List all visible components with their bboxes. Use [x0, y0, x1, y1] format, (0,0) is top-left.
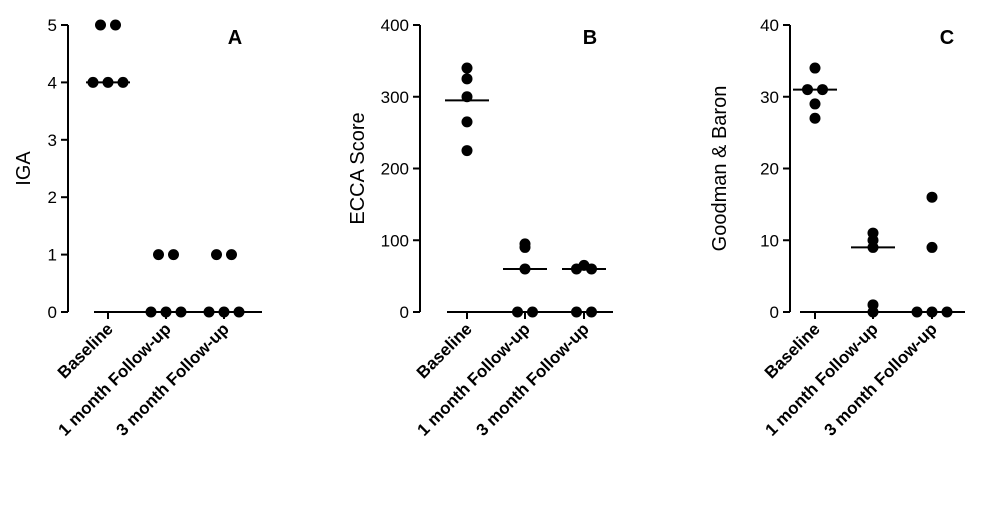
x-category-label: 3 month Follow-up — [473, 319, 593, 439]
y-tick-label: 20 — [760, 160, 779, 179]
data-point — [586, 306, 597, 318]
y-tick-label: 30 — [760, 88, 779, 107]
data-point — [461, 116, 473, 128]
data-point — [461, 145, 473, 157]
panel-letter: B — [583, 27, 597, 49]
data-point — [461, 73, 473, 85]
y-tick-label: 10 — [760, 231, 779, 250]
panel-letter: C — [940, 27, 954, 49]
y-tick-label: 100 — [381, 231, 409, 250]
x-category-label: 3 month Follow-up — [821, 319, 941, 439]
y-tick-label: 0 — [48, 303, 57, 322]
y-tick-label: 0 — [400, 303, 409, 322]
data-point — [809, 112, 821, 124]
data-point — [527, 306, 538, 318]
y-axis-title: ECCA Score — [347, 112, 369, 224]
data-point — [571, 306, 582, 318]
x-category-label: 1 month Follow-up — [762, 319, 882, 439]
data-point — [512, 306, 523, 318]
data-point — [809, 62, 821, 74]
data-point — [110, 19, 121, 31]
x-category-label: 1 month Follow-up — [55, 319, 175, 439]
y-tick-label: 300 — [381, 88, 409, 107]
y-tick-label: 40 — [760, 16, 779, 35]
y-tick-label: 5 — [48, 16, 57, 35]
data-point — [809, 98, 821, 110]
data-point — [867, 306, 879, 318]
y-tick-label: 4 — [48, 73, 57, 92]
data-point — [926, 191, 938, 203]
data-point — [461, 62, 473, 74]
data-point — [519, 241, 531, 253]
data-point — [168, 249, 179, 261]
data-point — [153, 249, 164, 261]
y-tick-label: 2 — [48, 188, 57, 207]
data-point — [95, 19, 106, 31]
y-tick-label: 3 — [48, 131, 57, 150]
y-axis-title: IGA — [13, 151, 35, 186]
data-point — [926, 241, 938, 253]
y-tick-label: 1 — [48, 246, 57, 265]
panel-letter: A — [228, 27, 242, 49]
x-category-label: 1 month Follow-up — [414, 319, 534, 439]
data-point — [211, 249, 222, 261]
y-tick-label: 400 — [381, 16, 409, 35]
data-point — [226, 249, 237, 261]
y-tick-label: 200 — [381, 160, 409, 179]
y-tick-label: 0 — [770, 303, 779, 322]
y-axis-title: Goodman & Baron — [709, 86, 731, 252]
x-category-label: 3 month Follow-up — [113, 319, 233, 439]
